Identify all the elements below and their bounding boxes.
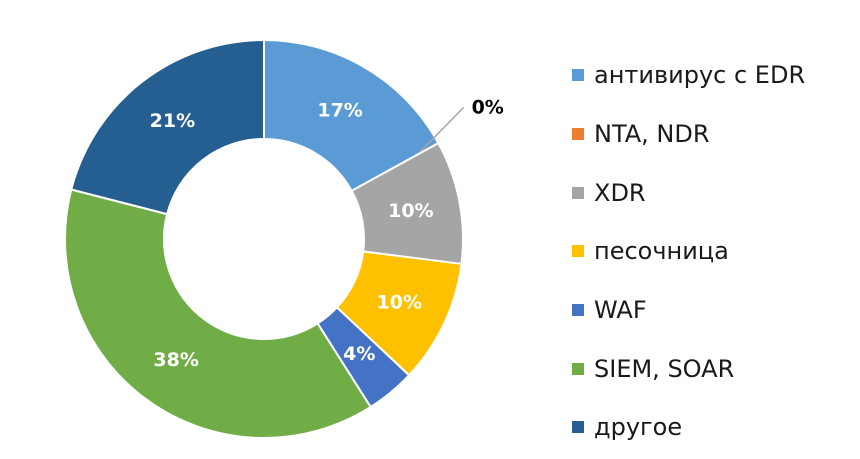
data-label-waf: 4% [343, 343, 375, 365]
legend-label: антивирус с EDR [594, 61, 806, 90]
legend-item-песочница: песочница [572, 222, 852, 281]
legend-swatch [572, 128, 584, 141]
data-label-песочница: 10% [377, 292, 422, 314]
legend-label: другое [594, 413, 683, 442]
legend-label: XDR [594, 178, 646, 207]
legend-item-nta-ndr: NTA, NDR [572, 105, 852, 164]
legend-swatch [572, 421, 584, 434]
legend-swatch [572, 186, 584, 199]
donut-chart: 17% 0% 10% 10% 4% 38% 21% [64, 38, 504, 439]
slice-другое [70, 38, 265, 216]
data-label-другое: 21% [150, 110, 195, 132]
legend-item-siem-soar: SIEM, SOAR [572, 339, 852, 398]
legend-swatch [572, 245, 584, 258]
legend-label: WAF [594, 296, 647, 325]
slice-антивирус-с-edr [263, 38, 440, 193]
legend-item-waf: WAF [572, 281, 852, 340]
data-label-антивирус-с-edr: 17% [317, 99, 362, 121]
legend-item-xdr: XDR [572, 163, 852, 222]
legend-label: NTA, NDR [594, 120, 710, 149]
data-label-siem-soar: 38% [153, 349, 198, 371]
slice-siem-soar [64, 188, 373, 439]
legend-item-другое: другое [572, 398, 852, 457]
legend-item-антивирус-с-edr: антивирус с EDR [572, 46, 852, 105]
legend: антивирус с EDR NTA, NDR XDR песочница WAF SI… [572, 46, 852, 457]
legend-label: SIEM, SOAR [594, 354, 735, 383]
data-label-nta-ndr: 0% [472, 96, 504, 118]
legend-swatch [572, 362, 584, 375]
legend-swatch [572, 69, 584, 82]
data-label-xdr: 10% [388, 200, 433, 222]
legend-label: песочница [594, 237, 729, 266]
legend-swatch [572, 304, 584, 317]
leader-line-nta-ndr [416, 106, 465, 156]
